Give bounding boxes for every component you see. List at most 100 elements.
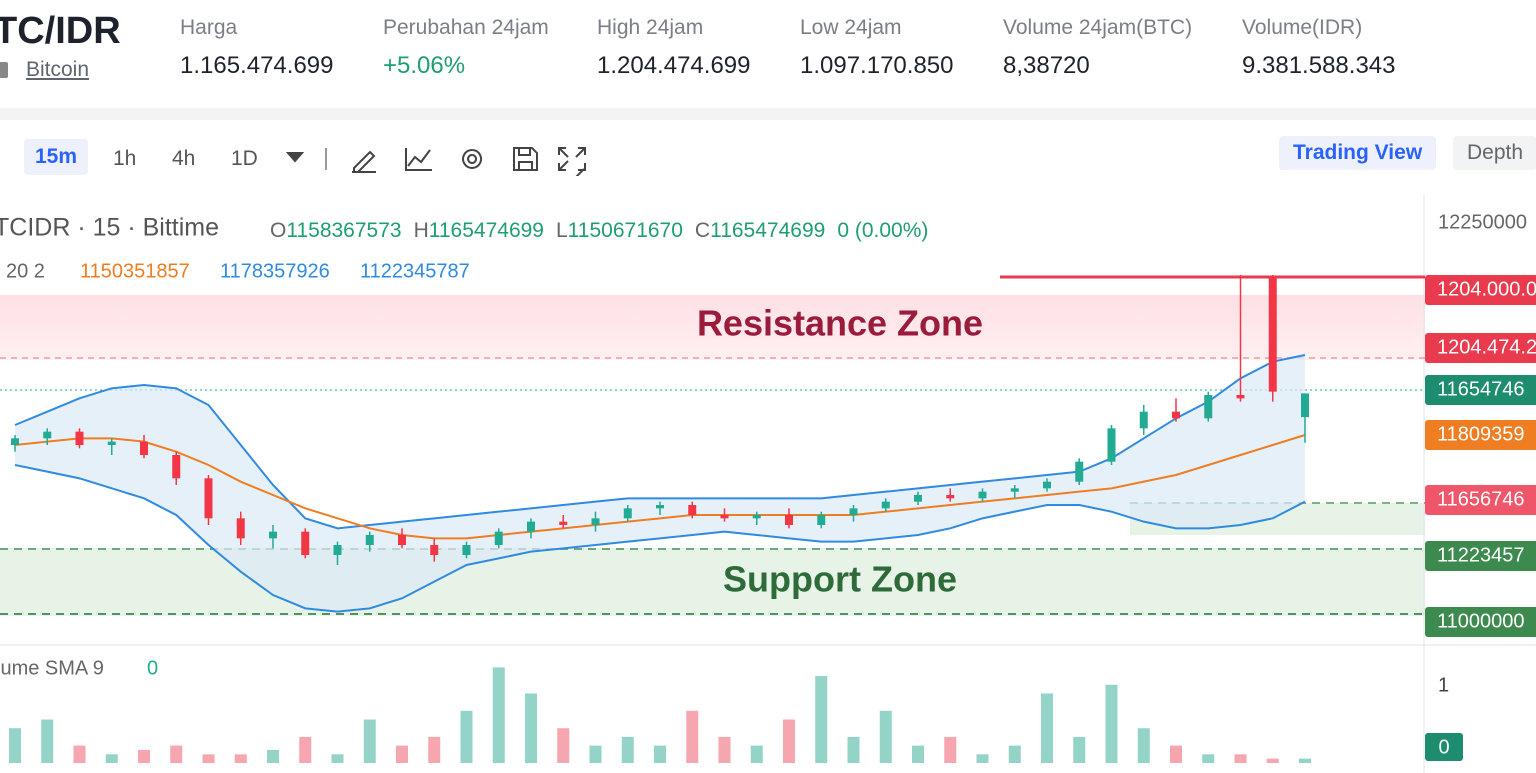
- candle-body: [817, 515, 826, 525]
- price-axis-label: 12250000: [1438, 211, 1527, 233]
- candle-body: [430, 545, 439, 555]
- stat-value: 1.097.170.850: [800, 52, 954, 79]
- save-tool[interactable]: [513, 147, 538, 171]
- volume-bar: [976, 754, 989, 763]
- settings-tool[interactable]: [462, 149, 483, 169]
- band-line: [14, 464, 1306, 613]
- stat-value: 1.204.474.699: [597, 52, 751, 79]
- price-tag-label: 11654746: [1437, 378, 1525, 400]
- indicator-value: 1150351857: [80, 260, 190, 282]
- candle-body: [398, 535, 406, 545]
- volume-title: lume SMA 9: [0, 657, 104, 679]
- candle-body: [849, 508, 858, 515]
- volume-bar: [1073, 736, 1086, 763]
- divider: [0, 108, 1536, 120]
- volume-bar: [1234, 754, 1247, 763]
- volume-bar: [1299, 758, 1311, 763]
- fullscreen-tool[interactable]: [558, 147, 586, 176]
- volume-bar: [1041, 693, 1053, 763]
- coin-icon: [0, 62, 8, 78]
- candle-body: [720, 515, 729, 519]
- candle-body: [785, 515, 793, 525]
- stat-value: 9.381.588.343: [1242, 52, 1396, 79]
- candle-body: [301, 531, 310, 555]
- volume-bar: [621, 736, 634, 763]
- coin-link[interactable]: Bitcoin: [26, 58, 90, 81]
- volume-bar: [234, 754, 247, 763]
- volume-bar: [267, 749, 279, 763]
- interval-button[interactable]: 15m: [24, 139, 89, 175]
- candle-body: [43, 431, 52, 439]
- volume-bar: [557, 728, 570, 763]
- chart: Resistance Zone Support Zone TCIDR · 15 …: [0, 195, 1536, 773]
- candle-body: [333, 545, 342, 555]
- candle-body: [1139, 411, 1148, 429]
- view-tab[interactable]: Trading View: [1279, 136, 1437, 170]
- stat-label: Low 24jam: [800, 16, 902, 39]
- price-tag-label: 1204.474.2: [1437, 336, 1536, 358]
- dropdown[interactable]: [285, 152, 305, 163]
- stat-label: High 24jam: [597, 16, 704, 39]
- volume-bar: [1105, 684, 1118, 763]
- price-tag: [1425, 333, 1536, 363]
- view-tab[interactable]: Depth: [1453, 136, 1536, 170]
- symbol-title: TCIDR · 15 · Bittime: [0, 214, 219, 242]
- candle-body: [946, 495, 955, 499]
- resistance-zone: [0, 295, 1425, 360]
- volume-bar: [1008, 745, 1021, 763]
- stat-label: Volume 24jam(BTC): [1003, 16, 1193, 39]
- indicator-tool[interactable]: [405, 148, 432, 171]
- candle-body: [688, 505, 697, 515]
- stat-value: 1.165.474.699: [180, 52, 334, 79]
- indicator-label: 20 2: [6, 260, 45, 282]
- stat-value: 8,38720: [1003, 52, 1090, 79]
- volume-bar: [783, 719, 795, 763]
- candle-body: [365, 535, 374, 545]
- price-tag-label: 11000000: [1437, 610, 1525, 632]
- price-tag-label: 11223457: [1437, 544, 1525, 566]
- pair-title: TC/IDR: [0, 10, 121, 52]
- volume-bar: [750, 745, 763, 763]
- candle-body: [204, 478, 213, 519]
- volume-bar: [1137, 728, 1150, 763]
- volume-bar: [815, 676, 828, 763]
- volume-bar: [1202, 754, 1215, 763]
- candle-body: [172, 455, 181, 479]
- ohlc-key: O: [270, 219, 286, 242]
- price-tag: [1425, 485, 1536, 515]
- volume-bar: [944, 736, 957, 763]
- candle-body: [1107, 428, 1116, 462]
- volume-tag-label: 0: [1438, 736, 1449, 758]
- volume-bar: [1170, 745, 1182, 763]
- band-line: [14, 434, 1306, 540]
- volume-tag: [1425, 733, 1463, 761]
- candle-body: [236, 518, 245, 539]
- candle-body: [1075, 461, 1084, 482]
- interval-button[interactable]: 1D: [231, 147, 258, 170]
- candle-body: [978, 491, 987, 499]
- ohlc-legend: O1158367573 H1165474699 L1150671670 C116547…: [270, 219, 928, 242]
- volume-bar: [138, 749, 150, 763]
- candle-body: [462, 545, 471, 555]
- volume-bar: [460, 710, 473, 763]
- volume-bar: [686, 710, 699, 763]
- candle-body: [1204, 395, 1213, 419]
- volume-bar: [331, 754, 344, 763]
- volume-bar: [170, 745, 183, 763]
- draw-tool[interactable]: [352, 150, 376, 173]
- volume-bar: [363, 719, 376, 763]
- ohlc-value: 1158367573: [286, 219, 401, 242]
- candle-body: [656, 505, 664, 509]
- interval-button[interactable]: 1h: [113, 147, 137, 170]
- toolbar-icons: [285, 147, 586, 176]
- volume-bar: [73, 745, 86, 763]
- ohlc-value: 1165474699: [429, 219, 544, 242]
- candle-body: [1301, 393, 1309, 418]
- interval-button[interactable]: 4h: [172, 147, 196, 170]
- candle-body: [1010, 488, 1019, 492]
- price-tag: [1425, 607, 1536, 637]
- price-tag-label: 1204.000.0: [1437, 278, 1536, 300]
- annotation: Resistance Zone: [697, 303, 983, 344]
- price-tag: [1425, 420, 1536, 450]
